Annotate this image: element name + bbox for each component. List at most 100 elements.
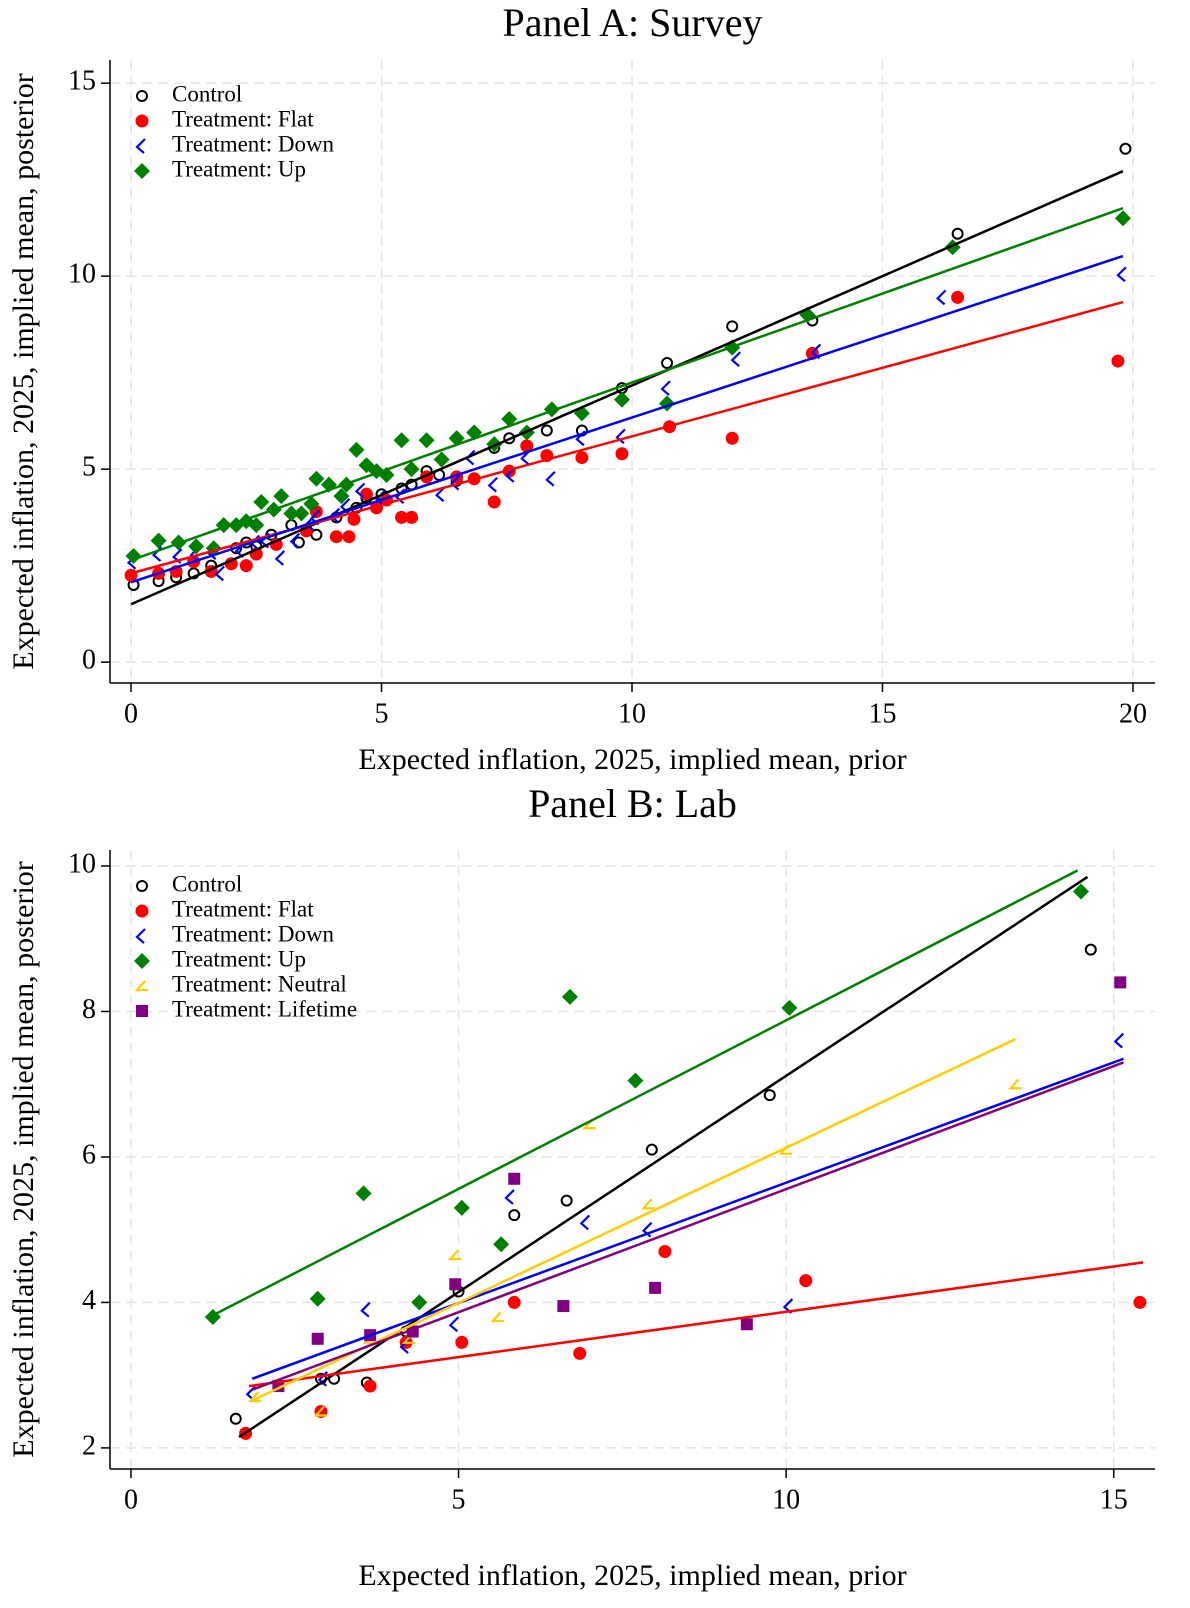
chart-title: Panel A: Survey — [503, 0, 763, 45]
marker — [504, 1189, 515, 1205]
marker — [248, 517, 265, 534]
marker — [1111, 354, 1125, 368]
marker — [493, 1236, 510, 1253]
marker — [1114, 976, 1127, 989]
panel: Panel B: Lab Expected inflation, 2025, im… — [7, 781, 1155, 1592]
marker — [1133, 1295, 1147, 1309]
marker — [405, 510, 419, 524]
marker — [394, 488, 406, 505]
marker — [239, 559, 253, 573]
marker — [273, 488, 290, 505]
marker — [455, 1335, 469, 1349]
y-axis-label: Expected inflation, 2025, implied mean, … — [7, 861, 40, 1458]
marker — [303, 495, 320, 512]
marker — [1119, 142, 1132, 155]
y-tick-label: 8 — [82, 994, 96, 1025]
x-tick-label: 15 — [868, 698, 896, 729]
marker — [224, 557, 238, 571]
marker — [347, 512, 361, 526]
marker — [615, 428, 626, 445]
fit-line — [251, 1057, 1124, 1380]
marker — [136, 880, 148, 892]
marker — [348, 441, 365, 458]
fit-line — [248, 1261, 1144, 1388]
chart-title: Panel B: Lab — [528, 781, 737, 826]
marker — [1116, 266, 1127, 283]
marker — [508, 1172, 521, 1185]
marker — [1072, 883, 1089, 900]
marker — [573, 1346, 587, 1360]
marker — [289, 532, 301, 549]
marker — [274, 550, 286, 566]
fit-line — [130, 207, 1124, 562]
x-tick-label: 5 — [375, 698, 389, 729]
marker — [1114, 210, 1131, 227]
fit-line — [130, 170, 1124, 606]
marker — [333, 488, 350, 505]
marker — [508, 1209, 521, 1222]
marker — [342, 530, 356, 544]
legend-label: Treatment: Down — [172, 921, 335, 946]
marker — [799, 1274, 813, 1288]
marker — [433, 451, 450, 468]
marker — [726, 320, 739, 333]
marker — [520, 439, 534, 453]
marker — [453, 1199, 470, 1216]
marker — [134, 163, 150, 179]
marker — [253, 493, 270, 510]
marker — [561, 988, 578, 1005]
marker — [313, 1405, 327, 1417]
marker — [575, 451, 589, 465]
marker — [310, 528, 323, 541]
marker — [560, 1194, 573, 1207]
x-tick-label: 10 — [772, 1484, 800, 1515]
fit-line — [130, 254, 1124, 584]
y-tick-label: 2 — [82, 1430, 96, 1461]
marker — [283, 505, 300, 522]
marker — [487, 476, 499, 493]
marker — [135, 928, 146, 944]
marker — [363, 1379, 377, 1393]
marker — [740, 1318, 753, 1331]
marker — [505, 467, 516, 483]
y-tick-label: 10 — [68, 848, 96, 879]
fit-line — [251, 1061, 1124, 1391]
marker — [135, 904, 149, 918]
marker — [641, 1198, 655, 1210]
marker — [136, 1005, 148, 1017]
marker — [935, 289, 947, 306]
marker — [487, 495, 501, 509]
marker — [309, 1290, 326, 1307]
marker — [435, 486, 446, 503]
marker — [403, 461, 420, 478]
y-axis-label: Expected inflation, 2025, implied mean, … — [7, 73, 40, 670]
marker — [763, 1089, 776, 1102]
panel: Panel A: Survey Expected inflation, 2025,… — [7, 0, 1155, 776]
y-tick-label: 4 — [82, 1285, 96, 1316]
marker — [418, 432, 435, 449]
marker — [355, 1185, 372, 1202]
marker — [135, 114, 149, 128]
marker — [545, 471, 556, 487]
fit-line — [209, 869, 1079, 1319]
marker — [615, 447, 629, 461]
x-axis-label: Expected inflation, 2025, implied mean, … — [358, 1559, 906, 1592]
marker — [134, 953, 150, 969]
x-tick-label: 5 — [452, 1484, 466, 1515]
marker — [579, 1214, 591, 1231]
marker — [136, 90, 148, 102]
marker — [448, 1316, 460, 1333]
marker — [311, 1332, 324, 1345]
marker — [641, 1221, 653, 1238]
x-tick-label: 20 — [1119, 698, 1147, 729]
marker — [781, 999, 798, 1016]
marker — [1008, 1078, 1022, 1090]
legend-label: Control — [172, 81, 242, 106]
marker — [540, 424, 553, 437]
marker — [449, 1278, 462, 1291]
y-tick-label: 5 — [82, 452, 96, 483]
marker — [1084, 943, 1097, 956]
legend-label: Treatment: Lifetime — [172, 996, 357, 1021]
marker — [649, 1281, 662, 1294]
legend-label: Treatment: Up — [172, 946, 306, 971]
